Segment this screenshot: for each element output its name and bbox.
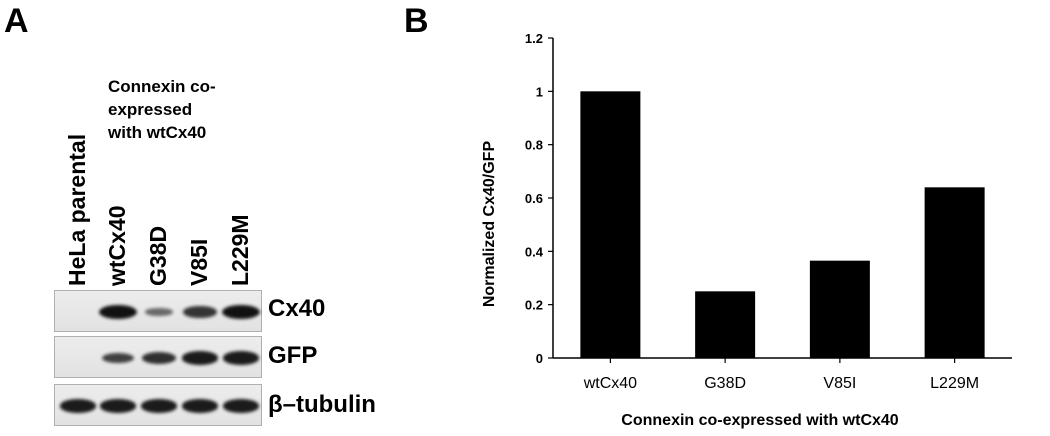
bar-wtCx40 [580,91,641,358]
x-tick-label: wtCx40 [583,375,637,392]
blot-beta-tubulin [54,384,262,426]
chart-ticks: 0 0.2 0.4 0.6 0.8 1 1.2 wtCx40 G38D V85I L229M [525,31,979,392]
y-tick-label: 0.2 [525,298,543,313]
blot-band [222,305,260,319]
blot-label-beta-tubulin: β–tubulin [268,391,376,418]
blot-band [101,352,135,364]
blot-band [145,308,173,316]
blot-label-gfp: GFP [268,342,318,369]
blot-label-cx40: Cx40 [268,295,326,322]
x-tick-label: G38D [704,375,746,392]
x-tick-label: V85I [823,375,856,392]
y-tick-label: 1.2 [525,31,543,46]
blot-band [222,399,260,413]
blot-cx40 [54,290,262,332]
y-tick-label: 0.6 [525,191,543,206]
y-tick-label: 1 [536,84,543,99]
coexpressed-line-3: with wtCx40 [108,123,207,142]
blot-band [99,399,137,413]
blot-band [222,351,260,365]
blot-band [59,399,97,413]
x-tick-label: L229M [930,375,979,392]
blot-gfp [54,336,262,378]
coexpressed-line-2: expressed [108,100,193,119]
chart-bars [580,91,985,358]
y-tick-label: 0 [536,351,543,366]
bar-L229M [924,187,985,358]
blot-band [183,306,217,318]
y-tick-label: 0.8 [525,138,543,153]
bar-V85I [809,260,870,358]
coexpressed-line-1: Connexin co- [108,77,216,96]
y-tick-label: 0.4 [525,244,544,259]
coexpressed-label: Connexin co- expressed with wtCx40 [108,75,216,144]
blot-band [140,399,178,413]
blot-band [181,351,219,365]
panel-b-letter: B [404,2,429,40]
x-axis-label: Connexin co-expressed with wtCx40 [621,412,899,429]
blot-band [181,399,219,413]
y-axis-label: Normalized Cx40/GFP [481,141,498,308]
bar-G38D [695,291,756,358]
panel-a-letter: A [4,2,29,40]
blot-band [141,352,177,364]
blot-band [99,305,137,319]
